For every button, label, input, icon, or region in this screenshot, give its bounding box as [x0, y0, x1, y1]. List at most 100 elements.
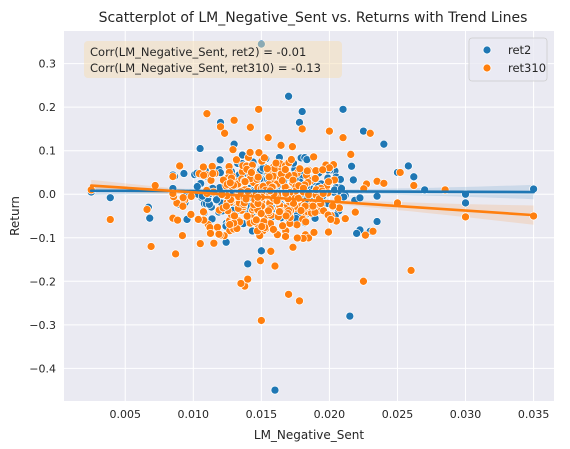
- point-ret310: [243, 274, 253, 284]
- y-axis-ticks: −0.4 −0.3 −0.2 −0.1 0.0 0.1 0.2 0.3: [29, 58, 56, 376]
- y-tick-label: 0.1: [39, 145, 57, 158]
- point-ret310: [178, 201, 188, 211]
- point-ret2: [270, 385, 280, 395]
- point-ret310: [284, 290, 293, 299]
- point-ret2: [105, 193, 115, 203]
- point-ret310: [266, 246, 276, 256]
- point-ret310: [195, 239, 205, 248]
- point-ret310: [230, 211, 239, 221]
- x-axis-ticks: 0.005 0.010 0.015 0.020 0.025 0.030 0.035: [110, 408, 550, 421]
- point-ret310: [175, 161, 185, 171]
- point-ret2: [215, 155, 225, 165]
- point-ret2: [192, 182, 202, 191]
- y-tick-label: 0.2: [39, 101, 57, 114]
- point-ret310: [409, 181, 419, 190]
- point-ret310: [173, 215, 182, 225]
- point-ret310: [208, 169, 218, 178]
- point-ret310: [395, 168, 405, 177]
- point-ret310: [340, 214, 350, 223]
- point-ret310: [146, 242, 156, 251]
- x-tick-label: 0.030: [450, 408, 482, 421]
- point-ret2: [212, 195, 221, 205]
- point-ret310: [281, 232, 290, 241]
- point-ret310: [264, 172, 274, 182]
- point-ret310: [292, 233, 302, 243]
- y-tick-label: −0.4: [29, 362, 56, 375]
- point-ret310: [361, 230, 370, 240]
- x-axis-label: LM_Negative_Sent: [254, 428, 364, 442]
- point-ret310: [194, 215, 203, 224]
- point-ret310: [309, 152, 319, 162]
- point-ret2: [195, 144, 205, 153]
- point-ret310: [287, 155, 296, 164]
- x-tick-label: 0.015: [246, 408, 278, 421]
- y-tick-label: −0.2: [29, 275, 56, 288]
- point-ret310: [368, 226, 378, 236]
- point-ret310: [297, 124, 307, 134]
- point-ret310: [281, 211, 291, 221]
- point-ret310: [254, 148, 264, 158]
- point-ret310: [199, 207, 208, 217]
- point-ret2: [145, 213, 155, 223]
- point-ret310: [168, 172, 178, 181]
- point-ret310: [247, 168, 256, 177]
- data-points: [86, 39, 538, 395]
- point-ret310: [216, 122, 225, 132]
- point-ret310: [251, 215, 261, 225]
- point-ret310: [324, 227, 333, 237]
- point-ret310: [269, 225, 278, 234]
- point-ret310: [214, 229, 224, 239]
- point-ret310: [225, 178, 235, 188]
- point-ret310: [256, 209, 266, 218]
- y-tick-label: −0.1: [29, 232, 56, 245]
- trend-line-ret310: [89, 184, 535, 217]
- point-ret310: [318, 165, 328, 175]
- point-ret310: [105, 215, 115, 224]
- x-tick-label: 0.020: [314, 408, 346, 421]
- point-ret310: [232, 155, 241, 165]
- point-ret310: [271, 158, 281, 168]
- point-ret310: [229, 115, 239, 125]
- point-ret310: [171, 249, 180, 259]
- point-ret2: [348, 175, 358, 185]
- point-ret310: [253, 172, 263, 182]
- y-axis-label: Return: [8, 196, 22, 236]
- point-ret310: [461, 212, 470, 222]
- point-ret310: [310, 174, 320, 183]
- x-tick-label: 0.010: [178, 408, 210, 421]
- point-ret2: [297, 107, 307, 116]
- point-ret310: [288, 242, 298, 252]
- point-ret2: [372, 191, 382, 201]
- point-ret310: [254, 105, 263, 114]
- point-ret310: [262, 164, 272, 174]
- point-ret310: [256, 256, 265, 266]
- y-tick-label: −0.3: [29, 319, 56, 332]
- point-ret310: [309, 228, 319, 237]
- x-tick-label: 0.005: [110, 408, 142, 421]
- point-ret310: [280, 165, 290, 174]
- point-ret310: [228, 145, 238, 154]
- point-ret310: [301, 217, 311, 227]
- point-ret310: [278, 221, 287, 231]
- y-tick-label: 0.0: [39, 188, 57, 201]
- correlation-annotation: Corr(LM_Negative_Sent, ret2) = -0.01 Cor…: [84, 41, 342, 78]
- point-ret2: [461, 198, 470, 208]
- point-ret310: [275, 207, 284, 216]
- point-ret310: [277, 176, 287, 185]
- point-ret310: [270, 261, 280, 271]
- legend: ret2 ret310: [468, 37, 548, 82]
- point-ret310: [142, 205, 152, 214]
- point-ret2: [284, 91, 293, 101]
- annotation-box: [84, 41, 342, 78]
- point-ret310: [325, 126, 334, 136]
- point-ret310: [199, 170, 209, 180]
- point-ret2: [257, 246, 266, 256]
- point-ret310: [186, 210, 196, 219]
- point-ret310: [206, 229, 215, 238]
- point-ret310: [296, 206, 306, 215]
- point-ret310: [264, 206, 273, 216]
- legend-label-ret310: ret310: [508, 61, 546, 75]
- point-ret310: [292, 220, 302, 230]
- point-ret2: [409, 172, 419, 182]
